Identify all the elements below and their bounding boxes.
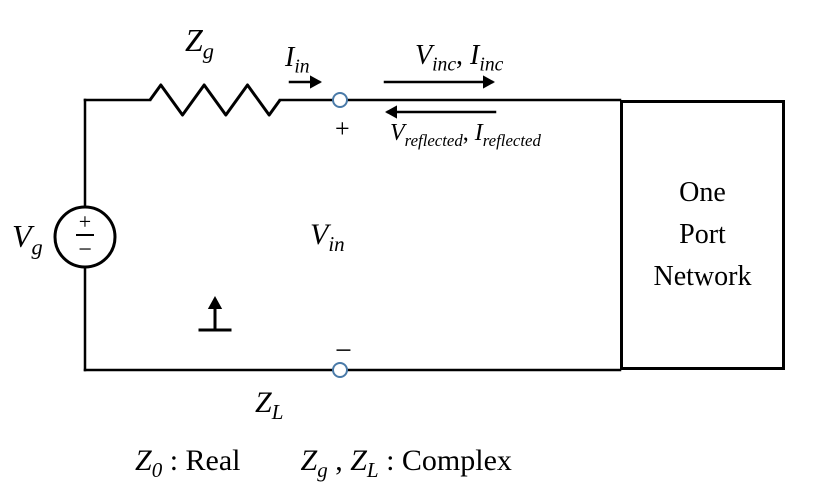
label-vref-iref: Vreflected, Ireflected [390,120,541,151]
caption: Z0 : RealZg , ZL : Complex [135,444,512,483]
label-vin: Vin [310,218,345,257]
label-port-minus: − [335,334,352,368]
label-iin: Iin [285,42,310,79]
one-port-network-box: OnePortNetwork [620,100,785,370]
label-vg: Vg [12,218,43,260]
label-vinc-iinc: Vinc, Iinc [415,40,503,77]
svg-text:−: − [78,237,92,263]
label-zg: Zg [185,22,214,64]
label-zl: ZL [255,386,283,425]
svg-text:+: + [79,209,91,234]
network-line-2: Port [679,214,726,256]
network-line-1: One [679,172,726,214]
network-line-3: Network [654,256,752,298]
label-port-plus: + [335,114,350,144]
